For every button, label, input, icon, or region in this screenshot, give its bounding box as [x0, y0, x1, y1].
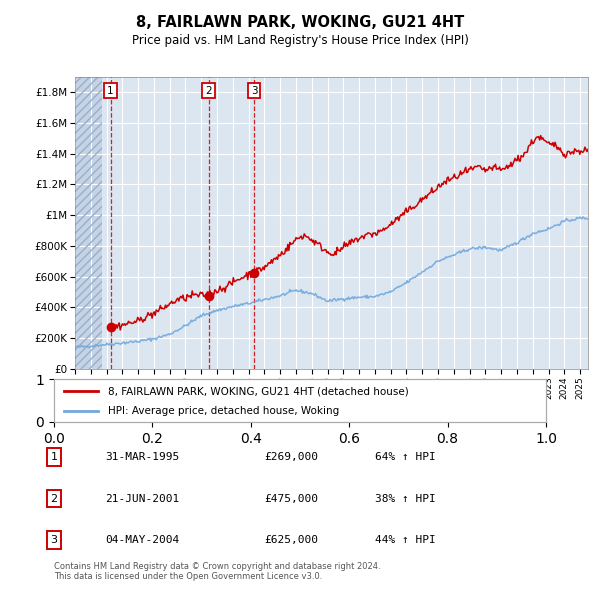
Text: 31-MAR-1995: 31-MAR-1995	[105, 453, 179, 462]
Text: 2: 2	[205, 86, 212, 96]
Bar	[75, 77, 102, 369]
Bar	[75, 77, 102, 369]
Text: 1: 1	[107, 86, 114, 96]
Text: Price paid vs. HM Land Registry's House Price Index (HPI): Price paid vs. HM Land Registry's House …	[131, 34, 469, 47]
Text: 21-JUN-2001: 21-JUN-2001	[105, 494, 179, 503]
Text: 04-MAY-2004: 04-MAY-2004	[105, 535, 179, 545]
Text: 8, FAIRLAWN PARK, WOKING, GU21 4HT (detached house): 8, FAIRLAWN PARK, WOKING, GU21 4HT (deta…	[108, 386, 409, 396]
Text: 2: 2	[50, 494, 58, 503]
Text: 1: 1	[50, 453, 58, 462]
Text: 64% ↑ HPI: 64% ↑ HPI	[375, 453, 436, 462]
Text: 38% ↑ HPI: 38% ↑ HPI	[375, 494, 436, 503]
Text: £475,000: £475,000	[264, 494, 318, 503]
Text: 8, FAIRLAWN PARK, WOKING, GU21 4HT: 8, FAIRLAWN PARK, WOKING, GU21 4HT	[136, 15, 464, 30]
Text: Contains HM Land Registry data © Crown copyright and database right 2024.
This d: Contains HM Land Registry data © Crown c…	[54, 562, 380, 581]
Text: £269,000: £269,000	[264, 453, 318, 462]
Text: £625,000: £625,000	[264, 535, 318, 545]
Text: 3: 3	[251, 86, 257, 96]
Text: HPI: Average price, detached house, Woking: HPI: Average price, detached house, Woki…	[108, 407, 340, 416]
Text: 44% ↑ HPI: 44% ↑ HPI	[375, 535, 436, 545]
Text: 3: 3	[50, 535, 58, 545]
